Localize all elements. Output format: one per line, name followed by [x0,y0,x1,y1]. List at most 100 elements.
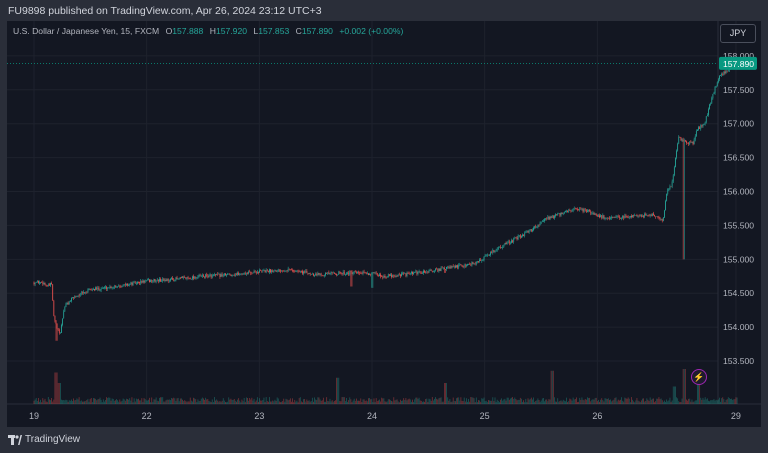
volume-bar [108,397,110,404]
volume-bar [200,398,202,404]
candle-body [431,271,433,272]
volume-bar [529,398,531,404]
volume-bar [638,401,640,404]
candle-body [612,217,614,218]
volume-bar [721,398,723,404]
volume-bar [49,399,50,404]
volume-bar [304,398,306,404]
candle-body [617,216,619,217]
volume-bar [709,401,710,404]
volume-bar [428,398,430,404]
candle-body [726,70,728,72]
volume-bar [441,401,443,404]
volume-bar [614,397,616,404]
volume-bar [450,401,452,404]
volume-bar [424,401,425,404]
volume-bar [166,399,168,404]
candle-body [173,279,175,281]
candle-body [665,201,666,211]
candle-body [219,273,221,277]
volume-bar [156,400,158,404]
volume-bar [197,399,199,404]
candle-body [117,286,119,288]
volume-bar [43,400,45,404]
candle-body [276,271,278,273]
candle-body [277,269,279,272]
candle-body [706,114,708,117]
chart-panel[interactable]: 153.500 154.000 154.500 155.000 155.500 156.0… [7,21,761,427]
candle-body [331,272,333,273]
volume-bar [126,398,127,404]
volume-bar [589,397,591,404]
volume-bar [151,397,153,404]
volume-bar [631,397,632,404]
candle-body [338,271,340,275]
volume-bar [580,399,582,404]
candle-body [513,238,515,242]
volume-bar [372,401,374,404]
candle-body [193,276,194,279]
candle-body [504,243,506,245]
volume-bar [112,398,114,404]
volume-bar [410,401,412,404]
candle-body [305,270,307,273]
volume-bar [226,402,227,404]
volume-bar [341,397,343,404]
volume-bar [405,398,407,404]
volume-bar [102,399,104,404]
currency-button[interactable]: JPY [720,24,756,43]
candle-body [467,264,468,265]
volume-bar [535,400,537,404]
volume-bar [730,398,731,404]
volume-bar [579,397,581,404]
candle-body [626,216,628,218]
candle-body [384,276,386,277]
lightning-icon[interactable]: ⚡ [691,369,707,385]
candle-body [512,240,514,242]
candle-body [348,272,350,275]
volume-bar [396,399,398,404]
candle-body [164,280,166,281]
volume-bar [93,398,94,404]
volume-bar [282,401,284,404]
candle-body [529,229,531,230]
price-tick-label: 156.000 [723,187,754,197]
candle-body [457,265,458,268]
candlestick-chart[interactable]: 153.500 154.000 154.500 155.000 155.500 156.0… [7,21,761,427]
candle-body [57,328,59,330]
volume-bar [546,399,548,404]
volume-bar [706,398,708,404]
candle-body [454,266,456,268]
volume-bar [187,401,189,404]
candle-body [394,276,396,277]
volume-bar [275,400,277,404]
volume-bar [343,397,345,404]
candle-body [269,269,270,273]
volume-bar [91,401,93,404]
candle-body [376,273,378,276]
volume-bar [459,400,461,404]
candle-body [507,241,509,243]
candle-body [222,275,224,277]
candle-body [160,278,161,282]
candle-body [708,109,709,115]
volume-bar [267,401,269,404]
candle-body [413,272,414,274]
candle-body [405,273,407,276]
volume-bar [403,398,405,404]
volume-bar [478,400,479,404]
volume-bar [212,401,214,404]
candle-body [609,217,610,219]
volume-bar [376,401,378,404]
volume-bar [88,401,90,404]
volume-bar [662,401,664,404]
candle-body [561,212,563,214]
candle-body [591,212,593,214]
candle-body [177,278,179,280]
volume-bar [443,383,445,404]
volume-bar [65,399,67,404]
candle-body [337,274,339,276]
volume-bar [379,399,380,404]
candle-body [124,284,126,285]
candle-body [359,272,361,274]
